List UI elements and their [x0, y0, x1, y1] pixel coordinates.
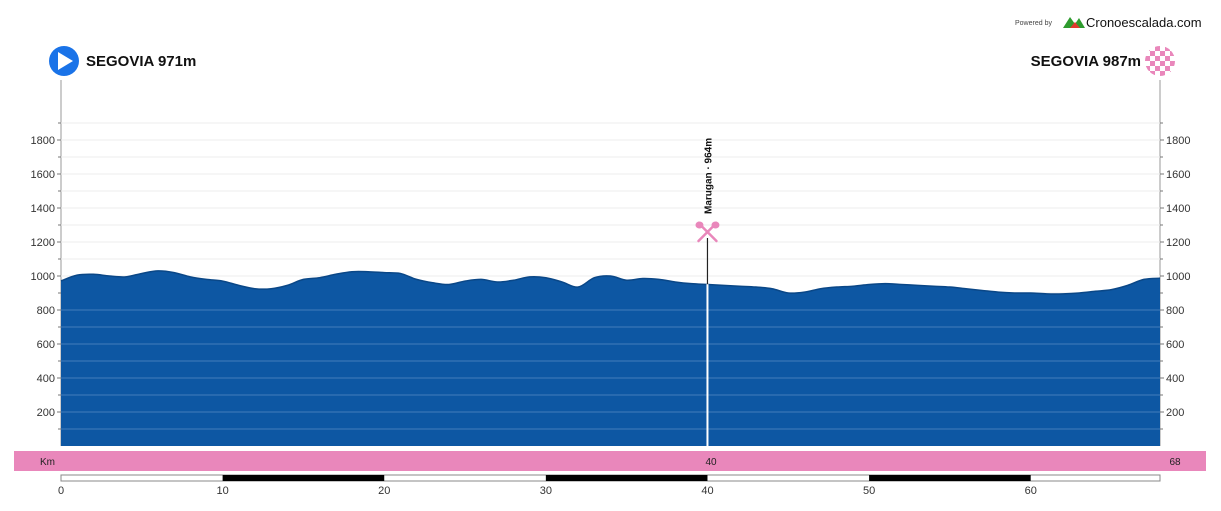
y-tick-label-right: 1400 — [1166, 203, 1190, 215]
y-tick-label-left: 1200 — [31, 237, 55, 249]
km-band-total: 68 — [1169, 457, 1181, 468]
y-tick-label-right: 400 — [1166, 373, 1184, 385]
y-tick-label-right: 600 — [1166, 339, 1184, 351]
x-tick-label: 60 — [1025, 485, 1037, 497]
km-band-label: Km — [40, 457, 55, 468]
y-tick-label-right: 800 — [1166, 305, 1184, 317]
start-label: SEGOVIA 971m — [86, 53, 196, 70]
km-band — [14, 451, 1206, 471]
y-tick-label-left: 1600 — [31, 169, 55, 181]
scale-segment — [545, 475, 708, 481]
elevation-profile-line — [60, 270, 1161, 295]
x-tick-label: 40 — [701, 485, 713, 497]
y-tick-label-left: 1400 — [31, 203, 55, 215]
profile-bands — [61, 309, 1160, 430]
finish-label: SEGOVIA 987m — [1031, 53, 1141, 70]
y-tick-label-left: 1000 — [31, 271, 55, 283]
start-icon — [49, 46, 79, 76]
scale-segment — [869, 475, 1031, 481]
y-tick-label-left: 1800 — [31, 135, 55, 147]
x-tick-label: 0 — [58, 485, 64, 497]
y-axis-left: 200 400 600 800 1000 1200 1400 1600 1800 — [31, 122, 61, 430]
y-tick-label-left: 600 — [37, 339, 55, 351]
y-tick-label-right: 200 — [1166, 407, 1184, 419]
y-tick-label-left: 200 — [37, 407, 55, 419]
annotations: Marugan · 964m — [695, 138, 720, 446]
brand-link[interactable]: Cronoescalada.com — [1086, 15, 1202, 30]
elevation-profile-area — [61, 270, 1160, 446]
scale-segment — [222, 475, 385, 481]
x-tick-label: 10 — [216, 485, 228, 497]
y-tick-label-left: 400 — [37, 373, 55, 385]
y-tick-label-right: 1800 — [1166, 135, 1190, 147]
y-tick-label-left: 800 — [37, 305, 55, 317]
y-tick-label-right: 1000 — [1166, 271, 1190, 283]
distance-scale-segments — [222, 475, 1031, 481]
brand-logo-icon — [1063, 17, 1085, 28]
x-tick-label: 50 — [863, 485, 875, 497]
x-axis: 0 10 20 30 40 50 60 — [58, 485, 1037, 497]
x-tick-label: 20 — [378, 485, 390, 497]
x-tick-label: 30 — [540, 485, 552, 497]
y-tick-label-right: 1200 — [1166, 237, 1190, 249]
y-tick-label-right: 1600 — [1166, 169, 1190, 181]
feed-zone-icon — [695, 221, 720, 243]
annotation-label: Marugan · 964m — [703, 138, 714, 214]
powered-by-text: Powered by — [1015, 20, 1052, 27]
y-axis-right: 200 400 600 800 1000 1200 1400 1600 1800 — [1160, 122, 1190, 430]
km-band-marker: 40 — [705, 457, 717, 468]
finish-flag-icon — [1145, 46, 1175, 76]
